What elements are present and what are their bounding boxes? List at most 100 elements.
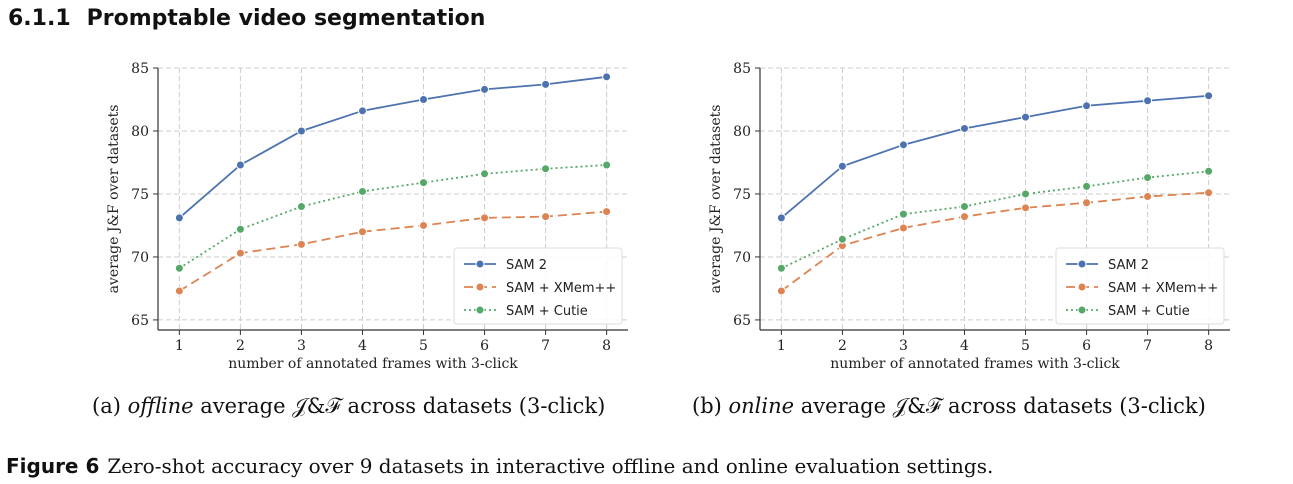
data-point-sam-cutie xyxy=(837,234,847,244)
subcaption-b-emphasis: online xyxy=(728,394,795,418)
data-point-sam-cutie xyxy=(1021,189,1031,199)
data-point-sam-cutie xyxy=(776,263,786,273)
x-tick-label: 1 xyxy=(175,338,184,354)
data-point-sam-xmem xyxy=(1143,191,1153,201)
data-point-sam-xmem xyxy=(959,212,969,222)
data-point-sam-xmem xyxy=(174,286,184,296)
data-point-sam-2 xyxy=(1021,112,1031,122)
x-tick-label: 5 xyxy=(1021,338,1030,354)
data-point-sam-cutie xyxy=(541,164,551,174)
data-point-sam-2 xyxy=(541,79,551,89)
y-axis-label: average J&F over datasets xyxy=(106,105,122,294)
data-point-sam-cutie xyxy=(1204,166,1214,176)
y-tick-label: 75 xyxy=(733,187,751,203)
data-point-sam-xmem xyxy=(235,248,245,258)
y-tick-label: 75 xyxy=(131,187,149,203)
section-heading: 6.1.1 Promptable video segmentation xyxy=(8,6,485,31)
x-tick-label: 7 xyxy=(541,338,550,354)
x-tick-label: 6 xyxy=(480,338,489,354)
data-point-sam-cutie xyxy=(357,186,367,196)
x-tick-label: 2 xyxy=(838,338,847,354)
figure-caption-text: Zero-shot accuracy over 9 datasets in in… xyxy=(107,454,994,478)
y-tick-label: 80 xyxy=(733,124,751,140)
subcaption-a-text: average 𝒥&ℱ across datasets (3-click) xyxy=(193,394,606,418)
data-point-sam-cutie xyxy=(898,209,908,219)
data-point-sam-2 xyxy=(296,126,306,136)
figure-caption: Figure 6 Zero-shot accuracy over 9 datase… xyxy=(6,454,993,478)
section-title: Promptable video segmentation xyxy=(86,6,486,31)
data-point-sam-cutie xyxy=(296,202,306,212)
chart-offline: 1 2 3 4 5 6 7 8 65 70 75 80 85 number of annotated fr… xyxy=(106,61,628,372)
series-line-sam-2 xyxy=(178,75,607,219)
data-point-sam-cutie xyxy=(174,263,184,273)
subcaption-b: (b) online average 𝒥&ℱ across datasets (… xyxy=(692,394,1206,419)
data-point-sam-2 xyxy=(174,213,184,223)
data-point-sam-xmem xyxy=(419,220,429,230)
x-tick-label: 4 xyxy=(960,338,969,354)
series-line-sam-cutie xyxy=(780,170,1209,270)
legend-marker-sam-xmem xyxy=(475,282,485,292)
legend-label-sam-cutie: SAM + Cutie xyxy=(1108,304,1190,319)
x-tick-label: 8 xyxy=(602,338,611,354)
figure-label: Figure 6 xyxy=(6,454,100,478)
x-tick-label: 4 xyxy=(358,338,367,354)
series-line-sam-cutie xyxy=(178,164,607,270)
data-point-sam-2 xyxy=(235,160,245,170)
legend-marker-sam-cutie xyxy=(1077,305,1087,315)
y-tick-label: 65 xyxy=(733,313,751,329)
data-point-sam-2 xyxy=(776,213,786,223)
data-point-sam-cutie xyxy=(959,202,969,212)
data-point-sam-xmem xyxy=(898,223,908,233)
y-tick-label: 65 xyxy=(131,313,149,329)
x-tick-label: 3 xyxy=(899,338,908,354)
data-point-sam-cutie xyxy=(1082,181,1092,191)
x-axis-label: number of annotated frames with 3-click xyxy=(830,356,1120,372)
series-line-sam-xmem xyxy=(780,191,1209,292)
data-point-sam-xmem xyxy=(602,207,612,217)
y-tick-label: 70 xyxy=(131,250,149,266)
data-point-sam-xmem xyxy=(541,212,551,222)
y-tick-label: 85 xyxy=(131,61,149,77)
x-tick-label: 2 xyxy=(236,338,245,354)
data-point-sam-2 xyxy=(419,94,429,104)
section-number: 6.1.1 xyxy=(8,6,71,31)
legend-label-sam-2: SAM 2 xyxy=(506,258,547,273)
data-point-sam-cutie xyxy=(235,224,245,234)
data-point-sam-cutie xyxy=(419,178,429,188)
data-point-sam-2 xyxy=(1143,96,1153,106)
legend-marker-sam-2 xyxy=(1077,259,1087,269)
y-tick-label: 80 xyxy=(131,124,149,140)
data-point-sam-cutie xyxy=(602,160,612,170)
x-tick-label: 5 xyxy=(419,338,428,354)
x-tick-label: 8 xyxy=(1204,338,1213,354)
legend-marker-sam-cutie xyxy=(475,305,485,315)
data-point-sam-2 xyxy=(1204,91,1214,101)
data-point-sam-xmem xyxy=(1021,203,1031,213)
x-tick-label: 1 xyxy=(777,338,786,354)
data-point-sam-xmem xyxy=(1082,198,1092,208)
data-point-sam-xmem xyxy=(357,227,367,237)
series-line-sam-xmem xyxy=(178,210,607,292)
subcaption-a: (a) offline average 𝒥&ℱ across datasets … xyxy=(92,394,605,419)
y-tick-label: 70 xyxy=(733,250,751,266)
legend-label-sam-cutie: SAM + Cutie xyxy=(506,304,588,319)
x-axis-label: number of annotated frames with 3-click xyxy=(228,356,518,372)
legend-box xyxy=(1055,247,1225,325)
data-point-sam-cutie xyxy=(1143,173,1153,183)
data-point-sam-2 xyxy=(480,84,490,94)
x-tick-label: 7 xyxy=(1143,338,1152,354)
x-tick-label: 6 xyxy=(1082,338,1091,354)
legend-label-sam-xmem: SAM + XMem++ xyxy=(506,281,616,296)
subcaption-a-emphasis: offline xyxy=(127,394,194,418)
chart-online: 1 2 3 4 5 6 7 8 65 70 75 80 85 number of annotated fr… xyxy=(708,61,1230,372)
legend-label-sam-2: SAM 2 xyxy=(1108,258,1149,273)
data-point-sam-2 xyxy=(1082,101,1092,111)
subcaption-b-prefix: (b) xyxy=(692,394,729,418)
legend-label-sam-xmem: SAM + XMem++ xyxy=(1108,281,1218,296)
data-point-sam-xmem xyxy=(1204,188,1214,198)
data-point-sam-2 xyxy=(959,123,969,133)
data-point-sam-2 xyxy=(898,140,908,150)
data-point-sam-2 xyxy=(837,161,847,171)
y-axis-label: average J&F over datasets xyxy=(708,105,724,294)
subcaption-b-text: average 𝒥&ℱ across datasets (3-click) xyxy=(794,394,1206,418)
